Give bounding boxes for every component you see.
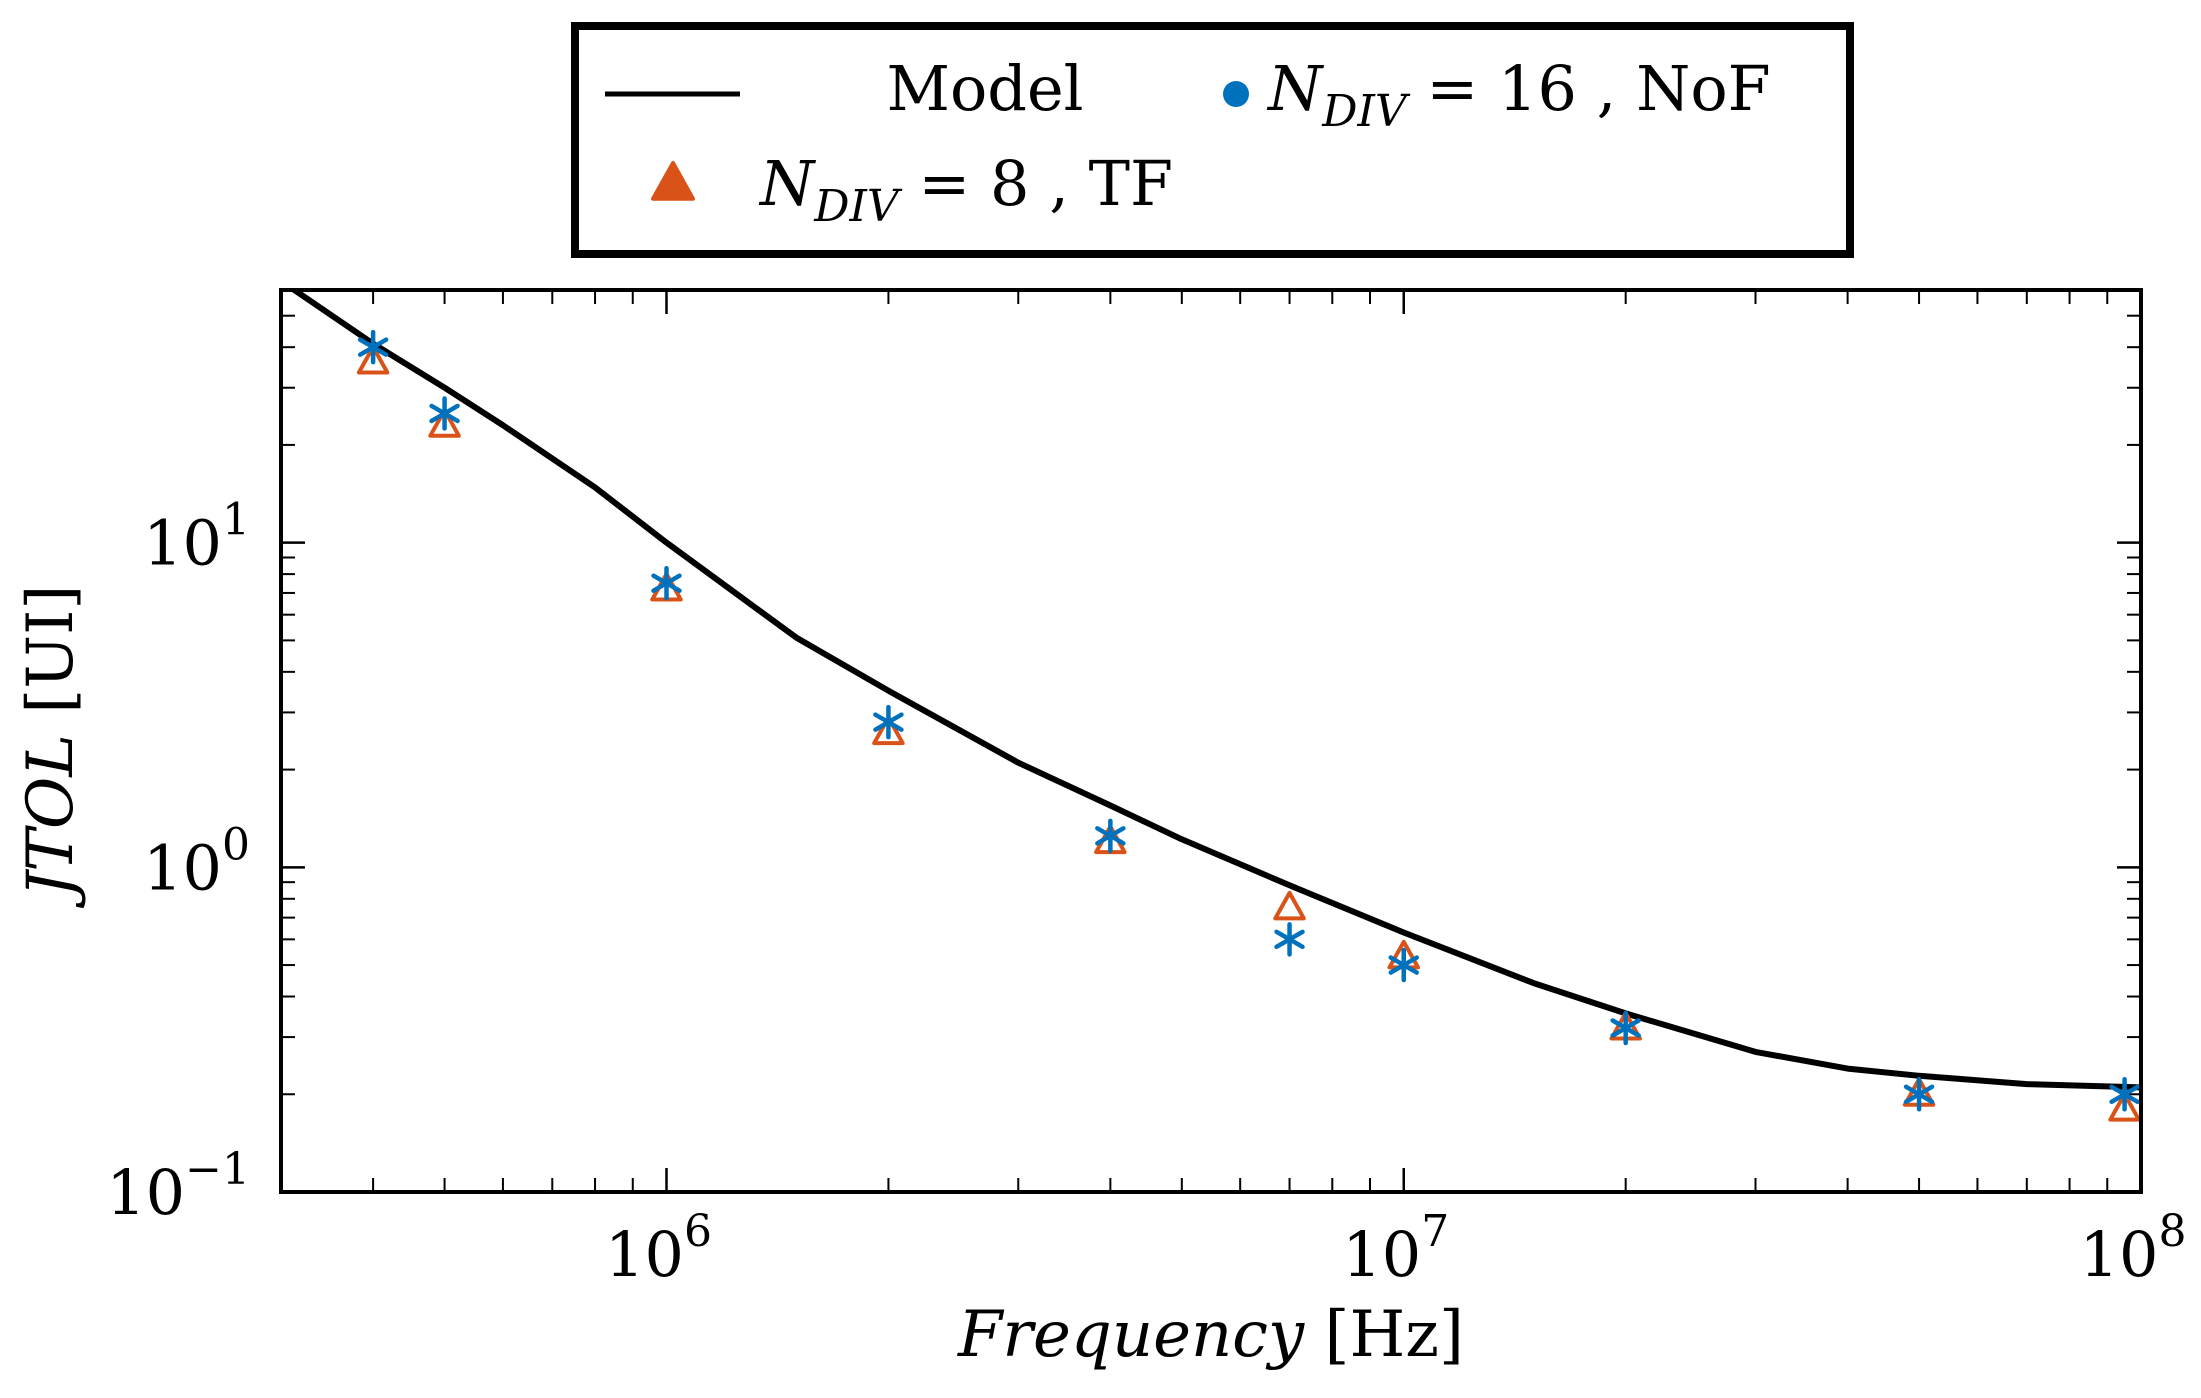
y-axis-label-spacer (14, 714, 88, 734)
y-tick-exp: 1 (222, 495, 250, 546)
x-tick-exp: 7 (1421, 1206, 1449, 1257)
ndiv8-point (428, 408, 461, 438)
ndiv16-point (1610, 1010, 1641, 1046)
legend-ndiv8-rest: = 8 , TF (899, 147, 1173, 220)
legend-ndiv16-n: N (1266, 52, 1325, 125)
legend-model-label: Model (886, 52, 1083, 125)
ndiv8-point (1273, 890, 1306, 921)
legend-ndiv16-rest: = 16 , NoF (1407, 52, 1771, 125)
x-tick-exp: 6 (684, 1206, 712, 1257)
x-tick-base: 10 (2080, 1218, 2159, 1291)
x-axis-label-spacer (1304, 1298, 1324, 1372)
legend-box (571, 22, 1854, 258)
x-tick-label: 106 (605, 1206, 712, 1291)
ndiv16-point (429, 396, 460, 431)
ndiv16-point (873, 704, 904, 740)
model-line (289, 290, 2141, 1091)
ndiv16-point-stroke (1274, 929, 1305, 950)
legend-ndiv8-marker (651, 161, 695, 201)
ndiv8-point (872, 715, 905, 746)
y-axis-label-unit: [UI] (14, 585, 88, 714)
ndiv16-point-stroke (357, 337, 389, 357)
x-tick-label: 108 (2080, 1206, 2187, 1291)
y-tick-label: 101 (143, 495, 250, 580)
plot-area (279, 288, 2143, 1194)
x-axis-label-name: Frequency (957, 1298, 1305, 1372)
ndiv16-point (1388, 947, 1419, 983)
minor-ticks (280, 289, 2141, 1192)
ndiv16-point (1274, 922, 1305, 957)
legend-ndiv8-sub: DIV (813, 181, 903, 232)
x-axis-label: Frequency [Hz] (957, 1298, 1464, 1372)
legend-ndiv8-label: NDIV = 8 , TF (758, 147, 1173, 232)
x-tick-exp: 8 (2158, 1206, 2186, 1257)
legend-ndiv16-marker (1223, 81, 1249, 107)
ndiv16-point-stroke (651, 573, 682, 593)
y-tick-label: 100 (143, 819, 250, 904)
ndiv16-point-stroke (1903, 1084, 1935, 1105)
ndiv16-point (1903, 1077, 1935, 1112)
ndiv16-point-stroke (1388, 955, 1419, 975)
x-tick-label: 107 (1342, 1206, 1449, 1291)
y-tick-exp: −1 (185, 1144, 250, 1195)
ndiv8-point (356, 345, 390, 375)
ndiv16-point-stroke (2109, 1084, 2140, 1105)
y-tick-label: 10−1 (106, 1144, 250, 1229)
y-tick-exp: 0 (222, 819, 250, 870)
y-axis-label-name: JTOL (14, 734, 88, 908)
y-tick-base: 10 (143, 831, 222, 904)
ndiv8-point (2108, 1092, 2141, 1122)
x-tick-base: 10 (1342, 1218, 1421, 1291)
series-layer (289, 290, 2141, 1122)
legend: Model NDIV = 16 , NoF NDIV = 8 , TF (571, 22, 1854, 258)
x-axis-label-unit: [Hz] (1325, 1298, 1464, 1372)
ndiv16-point (357, 329, 389, 365)
legend-ndiv16-dot (1223, 81, 1249, 107)
y-axis-label: JTOL [UI] (14, 585, 88, 909)
ndiv16-point-stroke (873, 712, 904, 732)
ndiv16-point-stroke (1610, 1018, 1641, 1038)
major-ticks (281, 290, 2143, 1194)
ndiv16-point-stroke (429, 403, 460, 424)
legend-ndiv16-sub: DIV (1321, 86, 1411, 137)
x-tick-base: 10 (605, 1218, 684, 1291)
ndiv16-point-stroke (1095, 826, 1126, 846)
legend-ndiv16-label: NDIV = 16 , NoF (1266, 52, 1771, 137)
legend-ndiv8-triangle (651, 161, 695, 201)
ndiv16-point (2109, 1077, 2140, 1112)
plot-frame (279, 288, 2143, 1194)
ndiv16-point (1095, 818, 1126, 854)
y-tick-base: 10 (106, 1156, 185, 1229)
legend-ndiv8-n: N (758, 147, 817, 220)
y-tick-base: 10 (143, 507, 222, 580)
ndiv16-point (651, 565, 682, 601)
